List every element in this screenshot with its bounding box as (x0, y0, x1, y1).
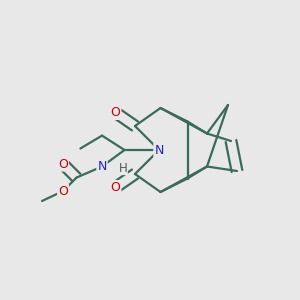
Text: O: O (58, 184, 68, 198)
Text: O: O (58, 158, 68, 171)
Text: O: O (111, 181, 120, 194)
Text: H: H (118, 161, 127, 175)
Text: N: N (154, 143, 164, 157)
Text: N: N (97, 160, 107, 173)
Text: O: O (111, 106, 120, 119)
